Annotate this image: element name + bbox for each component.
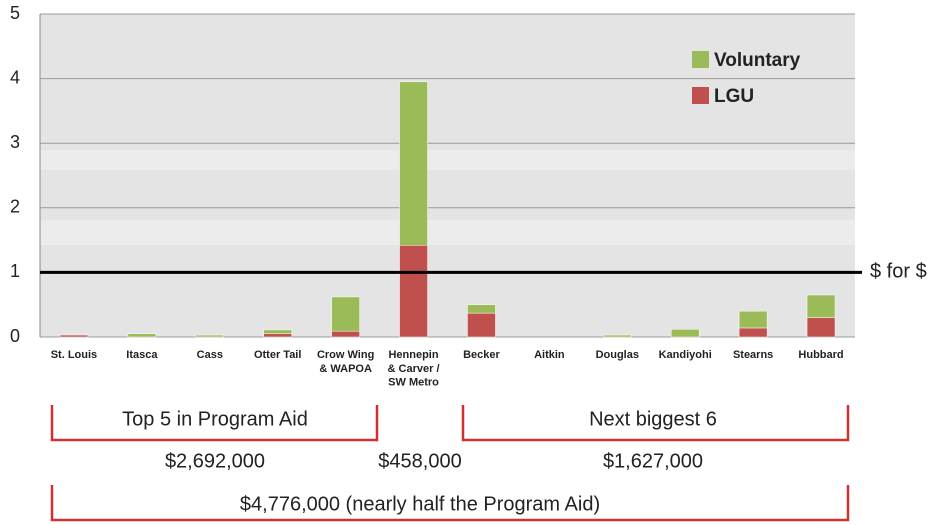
x-tick-label: Kandiyohi <box>659 349 712 361</box>
bar-segment <box>399 81 428 246</box>
plot-band <box>40 220 855 245</box>
plot-area <box>40 14 855 337</box>
bar-segment <box>806 317 836 338</box>
y-tick-label: 0 <box>10 326 20 346</box>
annotation: $4,776,000 (nearly half the Program Aid) <box>240 493 600 515</box>
bar-segment <box>467 304 496 314</box>
x-tick-label: Hennepin & Carver / SW Metro <box>388 349 440 389</box>
y-tick-label: 3 <box>10 132 20 152</box>
bar-segment <box>195 334 225 338</box>
bar-segment <box>59 334 89 338</box>
x-tick-label: St. Louis <box>51 349 97 361</box>
bar-segment <box>263 333 292 338</box>
x-tick-label: Otter Tail <box>254 349 301 361</box>
bar-segment <box>670 328 700 338</box>
bar-segment <box>399 245 428 338</box>
plot-band <box>40 150 855 170</box>
bar-segment <box>263 329 292 335</box>
legend-label: LGU <box>714 86 754 107</box>
bar-segment <box>467 312 496 338</box>
bracket <box>50 485 850 522</box>
bar-segment <box>738 310 768 329</box>
y-tick-label: 4 <box>10 67 20 87</box>
bar-segment <box>331 296 360 332</box>
x-tick-label: Cass <box>197 349 223 361</box>
x-tick-label: Hubbard <box>798 349 843 361</box>
bar-segment <box>603 334 632 338</box>
x-tick-label: Crow Wing & WAPOA <box>317 349 374 375</box>
bracket <box>50 405 379 442</box>
bar-segment <box>127 333 157 338</box>
annotation: Next biggest 6 <box>589 408 717 430</box>
annotation: $458,000 <box>378 450 461 472</box>
legend-swatch <box>692 51 709 68</box>
bracket <box>461 405 850 442</box>
x-tick-label: Becker <box>463 349 500 361</box>
annotation: Top 5 in Program Aid <box>122 408 308 430</box>
bar-segment <box>806 294 836 318</box>
y-tick-label: 2 <box>10 197 20 217</box>
bar-segment <box>738 327 768 338</box>
x-tick-label: Douglas <box>596 349 639 361</box>
y-tick-label: 5 <box>10 3 20 23</box>
x-tick-label: Stearns <box>733 349 773 361</box>
x-tick-label: Aitkin <box>534 349 565 361</box>
y-tick-label: 1 <box>10 261 20 281</box>
annotation: $1,627,000 <box>603 450 703 472</box>
reference-label: $ for $ <box>870 261 927 283</box>
legend-swatch <box>692 87 709 104</box>
x-tick-label: Itasca <box>126 349 158 361</box>
legend-label: Voluntary <box>714 50 801 71</box>
bar-segment <box>331 330 360 338</box>
annotation: $2,692,000 <box>165 450 265 472</box>
